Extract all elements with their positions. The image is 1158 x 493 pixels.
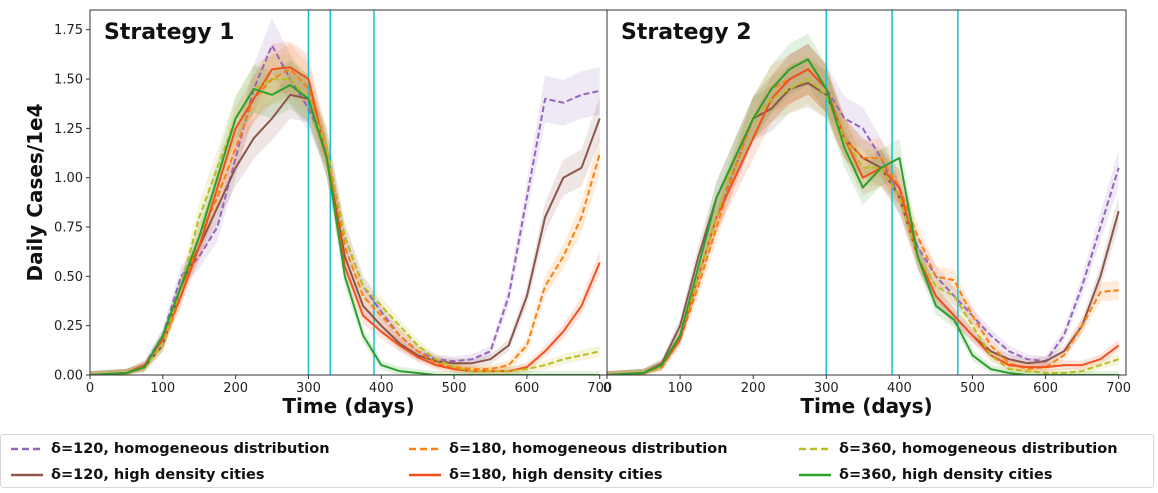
band-2-2 — [607, 58, 1119, 375]
legend-item: δ=120, homogeneous distribution — [9, 436, 407, 462]
legend-swatch — [409, 447, 441, 451]
y-tick-label: 0.50 — [54, 270, 83, 285]
legend-item: δ=180, homogeneous distribution — [407, 436, 797, 462]
y-tick-label: 1.50 — [54, 73, 83, 88]
panel-title-1: Strategy 1 — [104, 20, 235, 45]
band-2-6 — [607, 33, 1119, 375]
legend-item: δ=180, high density cities — [407, 462, 797, 488]
series-line-2-2 — [607, 82, 1120, 375]
legend-label: δ=360, homogeneous distribution — [839, 441, 1118, 457]
x-tick-label: 200 — [223, 381, 248, 396]
band-2-1 — [607, 43, 1119, 375]
legend-label: δ=120, homogeneous distribution — [51, 441, 330, 457]
x-tick-label: 300 — [814, 381, 839, 396]
legend-label: δ=120, high density cities — [51, 467, 265, 483]
x-tick-label: 100 — [668, 381, 693, 396]
series-line-1-6 — [90, 84, 600, 375]
x-tick-label: 700 — [587, 381, 612, 396]
legend-swatch — [11, 447, 43, 451]
legend-item: δ=360, homogeneous distribution — [797, 436, 1157, 462]
legend-item: δ=360, high density cities — [797, 462, 1157, 488]
x-axis-label-1: Time (days) — [282, 394, 414, 418]
series-line-1-5 — [90, 78, 600, 375]
legend-label: δ=180, high density cities — [449, 467, 663, 483]
y-tick-label: 1.25 — [54, 122, 83, 137]
legend-swatch — [799, 473, 831, 477]
x-tick-label: 400 — [369, 381, 394, 396]
y-tick-label: 0.25 — [54, 319, 83, 334]
band-1-4 — [90, 41, 600, 375]
x-tick-label: 300 — [296, 381, 321, 396]
y-tick-label: 0.75 — [54, 221, 83, 236]
legend-swatch — [799, 447, 831, 451]
legend-label: δ=180, homogeneous distribution — [449, 441, 728, 457]
x-tick-label: 100 — [150, 381, 175, 396]
legend-item: δ=120, high density cities — [9, 462, 407, 488]
series-line-2-5 — [607, 78, 1120, 375]
panel-1: 0 100 200 300 400 500 600 700 0.00 0.25 0.50 0.75 1.… — [23, 9, 612, 418]
plot-frame-2 — [606, 9, 1127, 376]
x-tick-label: 600 — [514, 381, 539, 396]
series-line-2-6 — [607, 58, 1119, 375]
x-tick-label: 600 — [1033, 381, 1058, 396]
legend-swatch — [11, 473, 43, 477]
x-tick-label: 500 — [960, 381, 985, 396]
x-tick-label: 200 — [741, 381, 766, 396]
y-tick-label: 0.00 — [54, 369, 83, 384]
y-axis-label: Daily Cases/1e4 — [23, 103, 47, 281]
x-axis-label-2: Time (days) — [800, 394, 932, 418]
series-line-1-3 — [90, 68, 601, 375]
y-tick-label: 1.75 — [54, 23, 83, 38]
x-tick-label: 500 — [442, 381, 467, 396]
y-tick-label: 1.00 — [54, 171, 83, 186]
legend-swatch — [409, 473, 441, 477]
x-tick-label: 0 — [86, 381, 94, 396]
x-tick-label: 700 — [1106, 381, 1131, 396]
legend: δ=120, homogeneous distribution δ=180, ho… — [0, 434, 1154, 488]
legend-label: δ=360, high density cities — [839, 467, 1053, 483]
x-tick-label: 0 — [603, 381, 611, 396]
series-line-2-3 — [607, 68, 1119, 375]
panel-title-2: Strategy 2 — [621, 20, 752, 45]
panel-2: 0 100 200 300 400 500 600 700 Strategy 2 Time (da… — [603, 9, 1131, 418]
figure: 0 100 200 300 400 500 600 700 0.00 0.25 0.50 0.75 1.… — [23, 9, 1131, 418]
x-tick-label: 400 — [887, 381, 912, 396]
